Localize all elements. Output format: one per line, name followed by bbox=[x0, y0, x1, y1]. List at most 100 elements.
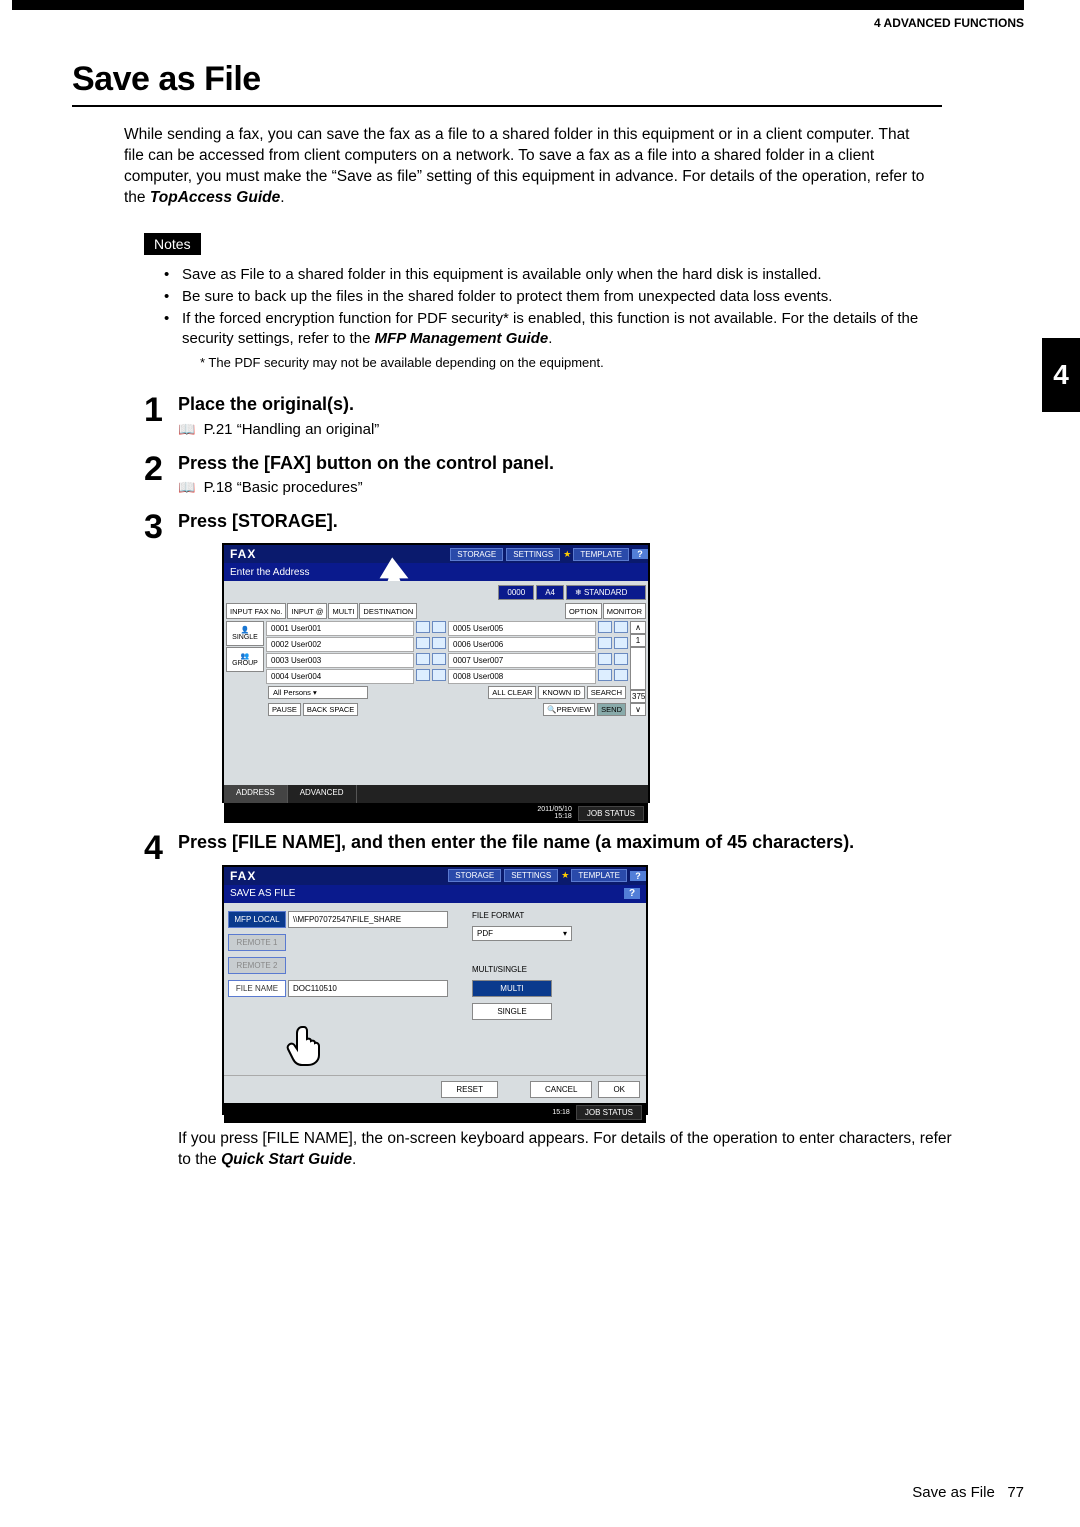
template-tab[interactable]: TEMPLATE bbox=[573, 548, 629, 561]
mail-icon[interactable] bbox=[432, 637, 446, 649]
multi-button[interactable]: MULTI bbox=[328, 603, 358, 619]
destination-button[interactable]: DESTINATION bbox=[359, 603, 417, 619]
step-title: Press [FILE NAME], and then enter the fi… bbox=[178, 831, 958, 854]
remote1-button[interactable]: REMOTE 1 bbox=[228, 934, 286, 951]
screenshot-footer: 2011/05/1015:18 JOB STATUS bbox=[224, 803, 648, 823]
user-cell[interactable]: 0003 User003 bbox=[266, 653, 414, 668]
input-fax-button[interactable]: INPUT FAX No. bbox=[226, 603, 286, 619]
filename-button[interactable]: FILE NAME bbox=[228, 980, 286, 997]
step-number: 4 bbox=[144, 831, 166, 865]
step-body: Press the [FAX] button on the control pa… bbox=[178, 452, 884, 496]
step-body: Place the original(s). 📖 P.21 “Handling … bbox=[178, 393, 884, 437]
fileformat-dropdown[interactable]: PDF▾ bbox=[472, 926, 572, 941]
user-cell[interactable]: 0007 User007 bbox=[448, 653, 596, 668]
footer-page: 77 bbox=[1007, 1484, 1024, 1501]
help-button[interactable]: ? bbox=[624, 888, 640, 899]
mail-icon[interactable] bbox=[432, 653, 446, 665]
path-field[interactable]: \\MFP07072547\FILE_SHARE bbox=[288, 911, 448, 928]
advanced-tab[interactable]: ADVANCED bbox=[288, 785, 357, 803]
fax-label: FAX bbox=[230, 869, 256, 883]
hand-cursor-icon bbox=[284, 1023, 324, 1067]
mail-icon[interactable] bbox=[614, 653, 628, 665]
step4-description: If you press [FILE NAME], the on-screen … bbox=[178, 1129, 958, 1171]
allclear-button[interactable]: ALL CLEAR bbox=[488, 686, 536, 699]
user-cell[interactable]: 0004 User004 bbox=[266, 669, 414, 684]
ref-text: P.21 “Handling an original” bbox=[199, 421, 379, 438]
fax-icon[interactable] bbox=[416, 653, 430, 665]
cancel-button[interactable]: CANCEL bbox=[530, 1081, 592, 1098]
allpersons-dropdown[interactable]: All Persons ▾ bbox=[268, 686, 368, 699]
storage-tab[interactable]: STORAGE bbox=[448, 869, 501, 882]
reset-button[interactable]: RESET bbox=[441, 1081, 498, 1098]
template-tab[interactable]: TEMPLATE bbox=[571, 869, 627, 882]
user-cell[interactable]: 0006 User006 bbox=[448, 637, 596, 652]
jobstatus-button[interactable]: JOB STATUS bbox=[578, 806, 644, 821]
jobstatus-button[interactable]: JOB STATUS bbox=[576, 1105, 642, 1120]
fax-icon[interactable] bbox=[416, 621, 430, 633]
fax-icon[interactable] bbox=[416, 637, 430, 649]
settings-tab[interactable]: SETTINGS bbox=[506, 548, 560, 561]
mail-icon[interactable] bbox=[614, 669, 628, 681]
user-cell[interactable]: 0002 User002 bbox=[266, 637, 414, 652]
saveas-label: SAVE AS FILE bbox=[230, 888, 295, 899]
chapter-tab: 4 bbox=[1042, 338, 1080, 412]
screenshot-fax-address: FAX STORAGE SETTINGS ★ TEMPLATE ? Enter … bbox=[222, 543, 650, 803]
single-button[interactable]: 👤SINGLE bbox=[226, 621, 264, 646]
fax-icon[interactable] bbox=[598, 653, 612, 665]
input-at-button[interactable]: INPUT @ bbox=[287, 603, 327, 619]
fax-icon[interactable] bbox=[416, 669, 430, 681]
content: Save as File While sending a fax, you ca… bbox=[0, 60, 940, 1171]
page-title: Save as File bbox=[72, 60, 884, 99]
single-button[interactable]: SINGLE bbox=[472, 1003, 552, 1020]
list-item: Be sure to back up the files in the shar… bbox=[164, 287, 934, 307]
step-body: Press [STORAGE]. FAX STORAGE SETTINGS ★ … bbox=[178, 510, 884, 817]
option-button[interactable]: OPTION bbox=[565, 603, 602, 619]
step-number: 2 bbox=[144, 452, 166, 486]
scroll-track[interactable] bbox=[630, 647, 646, 690]
help-button[interactable]: ? bbox=[630, 871, 646, 881]
monitor-button[interactable]: MONITOR bbox=[603, 603, 646, 619]
user-cell[interactable]: 0008 User008 bbox=[448, 669, 596, 684]
scroll-up-icon[interactable]: ∧ bbox=[630, 621, 646, 634]
knownid-button[interactable]: KNOWN ID bbox=[538, 686, 584, 699]
search-button[interactable]: SEARCH bbox=[587, 686, 626, 699]
send-button[interactable]: SEND bbox=[597, 703, 626, 716]
help-button[interactable]: ? bbox=[632, 549, 648, 559]
scroll-pos: 1 bbox=[630, 634, 646, 647]
section-label: 4 ADVANCED FUNCTIONS bbox=[874, 16, 1024, 30]
scroll-down-icon[interactable]: ∨ bbox=[630, 703, 646, 716]
fax-icon[interactable] bbox=[598, 621, 612, 633]
pause-button[interactable]: PAUSE bbox=[268, 703, 301, 716]
standard-badge: ❄ STANDARD bbox=[566, 585, 646, 600]
multi-button[interactable]: MULTI bbox=[472, 980, 552, 997]
note-ref: MFP Management Guide bbox=[375, 330, 549, 347]
mail-icon[interactable] bbox=[432, 669, 446, 681]
mail-icon[interactable] bbox=[614, 621, 628, 633]
list-item: If the forced encryption function for PD… bbox=[164, 309, 934, 371]
step-2: 2 Press the [FAX] button on the control … bbox=[144, 452, 884, 496]
settings-tab[interactable]: SETTINGS bbox=[504, 869, 558, 882]
counter-badge: 0000 bbox=[498, 585, 534, 600]
page: 4 ADVANCED FUNCTIONS 4 Save as File Whil… bbox=[0, 0, 1080, 1527]
group-button[interactable]: 👥GROUP bbox=[226, 647, 264, 672]
filename-field[interactable]: DOC110510 bbox=[288, 980, 448, 997]
fax-icon[interactable] bbox=[598, 669, 612, 681]
chevron-down-icon: ▾ bbox=[563, 929, 567, 938]
mail-icon[interactable] bbox=[432, 621, 446, 633]
fax-icon[interactable] bbox=[598, 637, 612, 649]
remote2-button[interactable]: REMOTE 2 bbox=[228, 957, 286, 974]
step-title: Place the original(s). bbox=[178, 393, 884, 416]
scrollbar[interactable]: ∧ 1 375 ∨ bbox=[630, 621, 646, 716]
single-label: SINGLE bbox=[232, 634, 258, 641]
preview-button[interactable]: 🔍 PREVIEW bbox=[543, 703, 595, 716]
storage-tab[interactable]: STORAGE bbox=[450, 548, 503, 561]
users-area: 👤SINGLE 👥GROUP 0001 User0010005 User005 … bbox=[224, 619, 648, 718]
backspace-button[interactable]: BACK SPACE bbox=[303, 703, 358, 716]
mfplocal-button[interactable]: MFP LOCAL bbox=[228, 911, 286, 928]
user-cell[interactable]: 0005 User005 bbox=[448, 621, 596, 636]
ok-button[interactable]: OK bbox=[598, 1081, 640, 1098]
mail-icon[interactable] bbox=[614, 637, 628, 649]
user-cell[interactable]: 0001 User001 bbox=[266, 621, 414, 636]
step-title: Press the [FAX] button on the control pa… bbox=[178, 452, 884, 475]
address-tab[interactable]: ADDRESS bbox=[224, 785, 288, 803]
